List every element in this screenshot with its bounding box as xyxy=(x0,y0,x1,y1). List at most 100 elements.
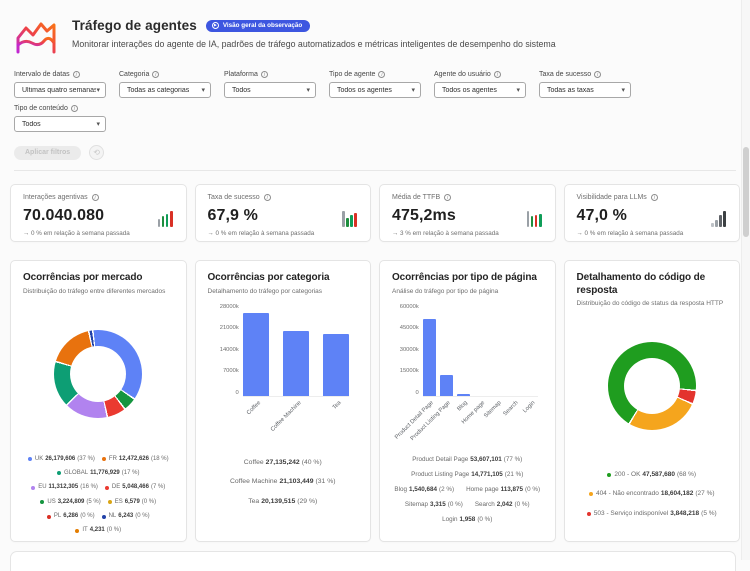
legend-label: 200 - OK xyxy=(614,471,641,478)
mini-bar-chart-icon xyxy=(526,211,542,227)
legend-label: Coffee xyxy=(243,458,264,466)
filters-bar: Intervalo de datas i Últimas quatro semana… xyxy=(0,60,750,171)
observability-overview-badge[interactable]: ▶ Visão geral da observação xyxy=(205,19,311,32)
bar[interactable] xyxy=(439,374,453,396)
legend-value: 18,604,182 xyxy=(660,490,694,498)
y-axis: 60000k 45000k 30000k 15000k 0 xyxy=(397,303,423,397)
filter-6: Tipo de conteúdo i Todos ▾ xyxy=(14,105,106,132)
legend-pct: (0 %) xyxy=(80,513,95,520)
plot-area: Coffee Coffee Machine Tea xyxy=(242,308,349,432)
legend-value: 1,540,684 xyxy=(409,485,438,493)
chart-title: Ocorrências por tipo de página xyxy=(392,272,537,283)
mini-bar xyxy=(161,216,165,227)
chevron-down-icon: ▾ xyxy=(201,86,205,94)
legend-value: 6,286 xyxy=(63,513,79,520)
filter-select-1[interactable]: Todas as categorias ▾ xyxy=(119,82,211,98)
filter-select-5[interactable]: Todas as taxas ▾ xyxy=(539,82,631,98)
filter-selected-value: Todas as categorias xyxy=(127,86,190,94)
filter-label-text: Plataforma xyxy=(224,71,258,78)
chart-title: Ocorrências por categoria xyxy=(207,272,330,283)
legend-item: Product Listing Page 14,771,105 (21 %) xyxy=(411,471,523,478)
legend-pct: (0 %) xyxy=(141,498,157,505)
x-tick-label: Login xyxy=(522,399,537,414)
legend-item: EU 11,312,305 (16 %) xyxy=(31,484,98,491)
legend-pct: (27 %) xyxy=(695,490,715,498)
info-icon[interactable]: i xyxy=(70,105,78,112)
legend-dot xyxy=(104,485,109,490)
legend-item: Search 2,042 (0 %) xyxy=(475,501,530,508)
legend-pct: (0 %) xyxy=(135,513,150,520)
y-axis: 28000k 21000k 14000k 7000k 0 xyxy=(217,303,243,397)
chevron-down-icon: ▾ xyxy=(306,86,310,94)
legend-label: 503 - Serviço indisponível xyxy=(593,509,669,517)
legend-item: Tea 20,139,515 (29 %) xyxy=(248,498,317,506)
chevron-down-icon: ▾ xyxy=(621,86,625,94)
info-icon[interactable]: i xyxy=(263,194,271,201)
bar[interactable] xyxy=(456,393,470,396)
chart-card-0: Ocorrências por mercado Distribuição do t… xyxy=(10,260,187,542)
legend-pct: (68 %) xyxy=(676,471,697,478)
bar-column: Coffee xyxy=(242,312,269,416)
chevron-down-icon: ▾ xyxy=(96,120,100,128)
info-icon[interactable]: i xyxy=(378,71,386,78)
chart-title: Detalhamento do código de resposta xyxy=(576,272,706,296)
legend-value: 53,607,101 xyxy=(470,455,502,463)
legend-label: IT xyxy=(82,527,88,534)
kpi-row: Interações agentivas i 70.040.080 → 0 % em … xyxy=(0,184,750,242)
legend-dot xyxy=(588,492,593,497)
info-icon[interactable]: i xyxy=(152,71,160,78)
legend-dot xyxy=(101,456,106,461)
kpi-label-row: Interações agentivas i xyxy=(23,194,174,201)
mini-bar xyxy=(711,223,714,227)
filter-label-text: Agente do usuário xyxy=(434,71,491,78)
scrollbar-thumb[interactable] xyxy=(743,147,749,237)
chart-subtitle: Distribuição do código de status da resp… xyxy=(576,300,724,307)
charts-row: Ocorrências por mercado Distribuição do t… xyxy=(0,260,750,542)
legend-value: 3,315 xyxy=(430,501,446,509)
vertical-scrollbar[interactable] xyxy=(741,0,750,560)
legend-value: 6,579 xyxy=(124,498,140,505)
filter-select-0[interactable]: Últimas quatro semanas ▾ xyxy=(14,82,106,98)
apply-filters-button[interactable]: Aplicar filtros xyxy=(14,145,82,160)
legend-item: FR 12,472,626 (18 %) xyxy=(101,456,169,463)
legend-item: Blog 1,540,684 (2 %) xyxy=(394,486,454,493)
legend-label: ES xyxy=(114,498,123,505)
bar[interactable] xyxy=(422,318,436,396)
reset-filters-button[interactable]: ⟲ xyxy=(89,145,105,160)
legend-item: ES 6,579 (0 %) xyxy=(107,498,157,506)
bar[interactable] xyxy=(282,330,309,396)
filter-label: Intervalo de datas i xyxy=(14,71,106,78)
legend-dot xyxy=(57,471,62,476)
legend-value: 4,231 xyxy=(89,527,105,534)
legend-item: UK 26,179,606 (37 %) xyxy=(27,456,95,463)
legend-dot xyxy=(75,528,80,533)
legend-value: 20,139,515 xyxy=(261,498,296,506)
info-icon[interactable]: i xyxy=(444,194,452,201)
info-icon[interactable]: i xyxy=(72,71,80,78)
legend-label: Product Detail Page xyxy=(412,455,469,463)
legend-label: Tea xyxy=(248,498,260,506)
legend-dot xyxy=(107,500,112,505)
y-tick-label: 28000k xyxy=(219,303,239,310)
mini-bar xyxy=(530,216,534,227)
filter-select-4[interactable]: Todos os agentes ▾ xyxy=(434,82,526,98)
info-icon[interactable]: i xyxy=(91,194,99,201)
page-header: Tráfego de agentes ▶ Visão geral da obse… xyxy=(0,0,750,60)
filter-select-3[interactable]: Todos os agentes ▾ xyxy=(329,82,421,98)
legend-item: DE 5,048,466 (7 %) xyxy=(104,484,165,491)
info-icon[interactable]: i xyxy=(260,71,268,78)
badge-label: Visão geral da observação xyxy=(222,22,303,29)
bar[interactable] xyxy=(242,312,269,396)
filter-selected-value: Todas as taxas xyxy=(547,86,594,94)
filter-label: Tipo de agente i xyxy=(329,71,421,78)
bar[interactable] xyxy=(322,333,349,396)
y-tick-label: 60000k xyxy=(399,303,419,310)
legend-item: Coffee Machine 21,103,449 (31 %) xyxy=(230,478,336,486)
filter-select-2[interactable]: Todos ▾ xyxy=(224,82,316,98)
info-icon[interactable]: i xyxy=(594,71,602,78)
info-icon[interactable]: i xyxy=(650,194,658,201)
info-icon[interactable]: i xyxy=(493,71,501,78)
filter-select-6[interactable]: Todos ▾ xyxy=(14,116,106,132)
chevron-down-icon: ▾ xyxy=(411,86,415,94)
kpi-delta: → 0 % em relação à semana passada xyxy=(207,230,315,237)
